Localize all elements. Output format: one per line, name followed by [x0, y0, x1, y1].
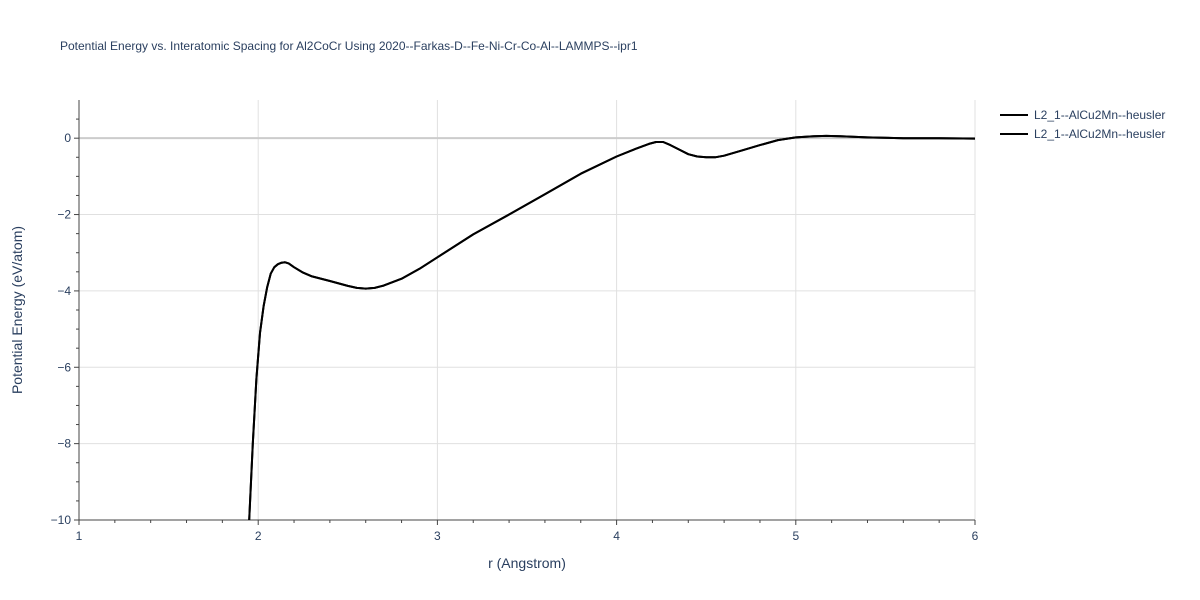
grid [79, 100, 976, 520]
y-tick-label: −2 [57, 208, 71, 222]
y-tick-label: −8 [57, 437, 71, 451]
x-tick-label: 6 [972, 529, 979, 543]
x-tick-label: 4 [613, 529, 620, 543]
series-line-2 [248, 134, 976, 521]
y-tick-label: −10 [51, 513, 72, 527]
x-tick-label: 2 [255, 529, 262, 543]
y-axis-title: Potential Energy (eV/atom) [9, 226, 25, 394]
legend-item-2[interactable]: L2_1--AlCu2Mn--heusler [1000, 127, 1165, 141]
y-tick-label: −4 [57, 284, 71, 298]
series-line-1 [248, 134, 976, 521]
x-tick-label: 5 [792, 529, 799, 543]
axes: 1 2 3 4 5 6 0 −2 −4 −6 −8 −10 [51, 100, 979, 543]
y-tick-label: −6 [57, 360, 71, 374]
y-tick-label: 0 [64, 131, 71, 145]
x-tick-label: 3 [434, 529, 441, 543]
plot-area [248, 134, 976, 521]
x-axis-title: r (Angstrom) [488, 555, 566, 571]
legend-label: L2_1--AlCu2Mn--heusler [1034, 108, 1165, 122]
x-tick-label: 1 [76, 529, 83, 543]
legend-label: L2_1--AlCu2Mn--heusler [1034, 127, 1165, 141]
legend[interactable]: L2_1--AlCu2Mn--heusler L2_1--AlCu2Mn--heu… [1000, 108, 1165, 141]
legend-item-1[interactable]: L2_1--AlCu2Mn--heusler [1000, 108, 1165, 122]
chart-title: Potential Energy vs. Interatomic Spacing… [60, 39, 638, 53]
